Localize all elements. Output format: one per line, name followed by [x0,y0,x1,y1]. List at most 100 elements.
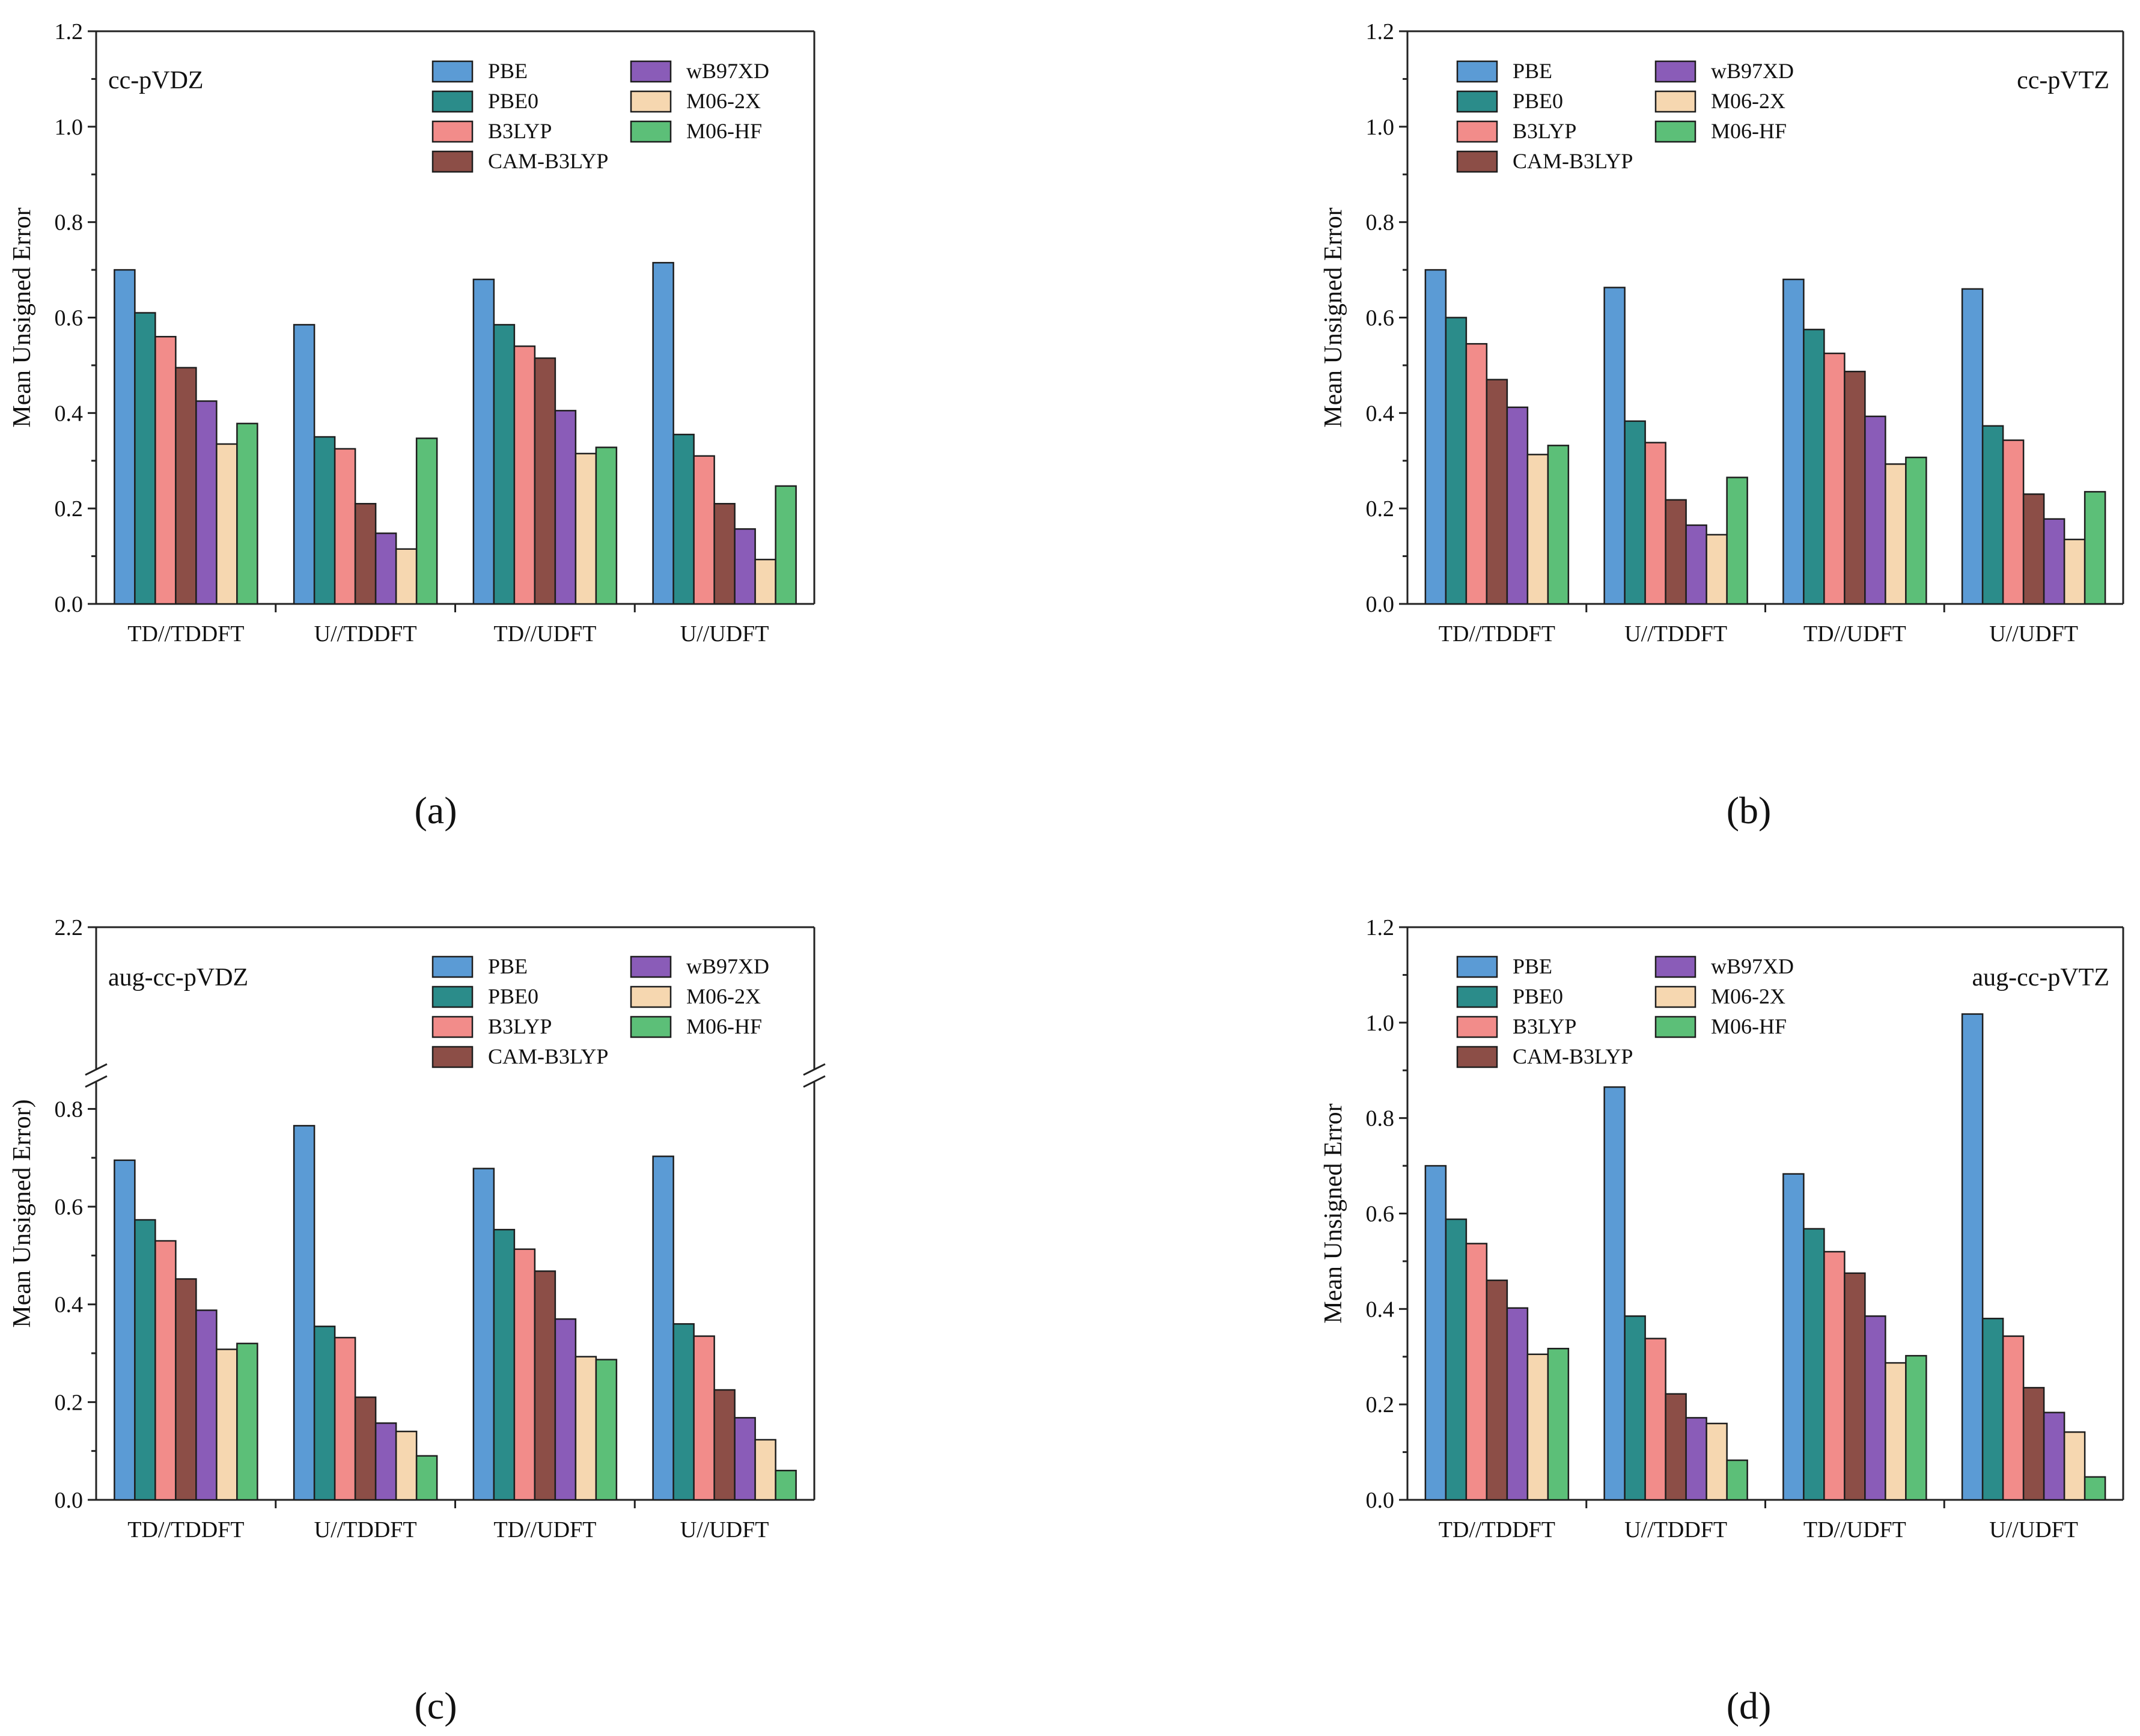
bar-wb97xd-tdtddft [195,400,218,605]
y-tick-label: 0.2 [55,1390,84,1415]
bar-m06-hf-utddft [1726,477,1748,605]
y-tick-label: 0.0 [1366,1488,1395,1513]
bar-m06-2x-tdudft [575,452,597,605]
legend-swatch-pbe [431,60,474,83]
x-tick-label: TD//TDDFT [127,621,244,647]
bar-cam-b3lyp-uudft [2022,493,2045,605]
legend-label: M06-HF [1711,1014,1787,1038]
legend-swatch-b3lyp [1456,120,1498,143]
legend-label: B3LYP [488,1014,552,1038]
bar-wb97xd-tdudft [554,1318,577,1501]
legend-swatch-m06-hf [1654,120,1696,143]
bar-m06-hf-tdudft [595,1359,618,1501]
bar-wb97xd-uudft [734,1417,756,1501]
bar-cam-b3lyp-tdtddft [175,1278,197,1501]
axis-break-mark [85,1075,108,1088]
legend-label: CAM-B3LYP [1513,149,1633,173]
y-tick-label: 0.6 [1366,306,1395,331]
bar-m06-2x-tdtddft [216,443,238,605]
y-tick-label: 0.6 [55,306,84,331]
legend-label: PBE0 [1513,89,1563,113]
legend-swatch-wb97xd [1654,955,1696,978]
bar-b3lyp-tdudft [513,345,536,605]
y-tick-label: 0.8 [1366,1106,1395,1131]
bar-wb97xd-tdudft [1864,1315,1886,1501]
bar-cam-b3lyp-utddft [354,502,377,605]
axis-break-mark [803,1063,826,1076]
panel-label: (d) [1727,1684,1772,1727]
axis-break-mark [85,1063,108,1076]
bar-pbe-uudft [1961,288,1984,605]
bar-m06-hf-uudft [2084,1476,2106,1501]
bar-m06-hf-utddft [1726,1459,1748,1501]
bar-pbe0-uudft [1981,1317,2004,1501]
legend-swatch-cam-b3lyp [1456,1046,1498,1068]
bar-pbe0-tdtddft [134,1219,156,1501]
bar-pbe-utddft [293,324,316,605]
bar-pbe0-uudft [1981,425,2004,605]
bar-m06-hf-uudft [775,1469,797,1501]
bar-pbe0-utddft [1624,1315,1646,1501]
y-tick-label: 0.6 [55,1195,84,1220]
bar-pbe-tdudft [1782,278,1805,605]
bar-pbe-tdtddft [1424,269,1447,605]
bar-b3lyp-tdtddft [1465,1243,1488,1501]
legend-swatch-pbe [431,955,474,978]
bar-cam-b3lyp-uudft [713,502,736,605]
bar-m06-2x-uudft [2063,1431,2086,1501]
legend-swatch-m06-2x [630,90,672,113]
bar-cam-b3lyp-tdtddft [1486,379,1508,605]
bar-m06-2x-tdtddft [1526,1353,1549,1501]
legend-label: M06-2X [1711,89,1785,113]
legend-swatch-m06-2x [1654,90,1696,113]
legend-swatch-wb97xd [630,955,672,978]
bar-m06-2x-utddft [1706,534,1728,605]
bar-pbe0-utddft [313,1326,336,1501]
bar-pbe-uudft [652,1156,674,1501]
y-tick-label: 1.2 [1366,19,1395,44]
y-axis-title: Mean Unsigned Error [8,207,36,427]
legend-swatch-m06-hf [630,120,672,143]
bar-pbe-tdtddft [114,269,136,605]
y-tick-label: 0.4 [55,401,84,426]
legend-label: PBE [488,954,528,978]
legend-swatch-pbe [1456,955,1498,978]
bar-cam-b3lyp-utddft [1665,1393,1687,1501]
legend-label: wB97XD [686,954,769,978]
bar-wb97xd-tdudft [554,410,577,605]
bar-pbe-uudft [1961,1013,1984,1501]
bar-m06-hf-tdudft [1905,456,1927,605]
y-axis-title: Mean Unsigned Error [1320,207,1347,427]
chart-panel-c: 0.0 0.2 0.4 0.6 0.8 2.2 Mean Unsigned Error) TD… [8,915,826,1727]
y-tick-label: 0.2 [55,496,84,522]
legend-swatch-pbe [1456,60,1498,83]
legend-label: M06-2X [1711,984,1785,1008]
bar-pbe0-tdtddft [1445,317,1468,605]
panel-label: (a) [414,789,457,832]
x-tick-label: U//TDDFT [1624,621,1727,647]
bar-m06-hf-tdudft [1905,1354,1927,1501]
legend-label: PBE0 [488,984,538,1008]
basis-set-label: aug-cc-pVTZ [1972,964,2109,991]
bar-b3lyp-tdtddft [154,1240,177,1501]
x-tick-label: U//TDDFT [1624,1517,1727,1543]
bar-cam-b3lyp-tdudft [534,1270,556,1501]
legend-swatch-pbe0 [431,90,474,113]
bar-m06-hf-utddft [415,1455,438,1501]
x-tick-label: TD//UDFT [493,1517,596,1543]
legend-label: PBE0 [1513,984,1563,1008]
legend-label: wB97XD [1711,954,1794,978]
legend-swatch-pbe0 [1456,985,1498,1008]
legend-label: CAM-B3LYP [488,1044,608,1068]
legend-swatch-wb97xd [1654,60,1696,83]
bar-m06-2x-utddft [395,1430,418,1501]
legend-label: CAM-B3LYP [488,149,608,173]
bar-b3lyp-utddft [1644,442,1666,605]
axis-break-mark [803,1075,826,1088]
bar-m06-2x-tdtddft [216,1348,238,1501]
legend-label: B3LYP [1513,1014,1576,1038]
bar-wb97xd-tdtddft [1506,1307,1529,1501]
y-tick-label: 0.0 [55,1488,84,1513]
bar-m06-2x-utddft [395,548,418,605]
